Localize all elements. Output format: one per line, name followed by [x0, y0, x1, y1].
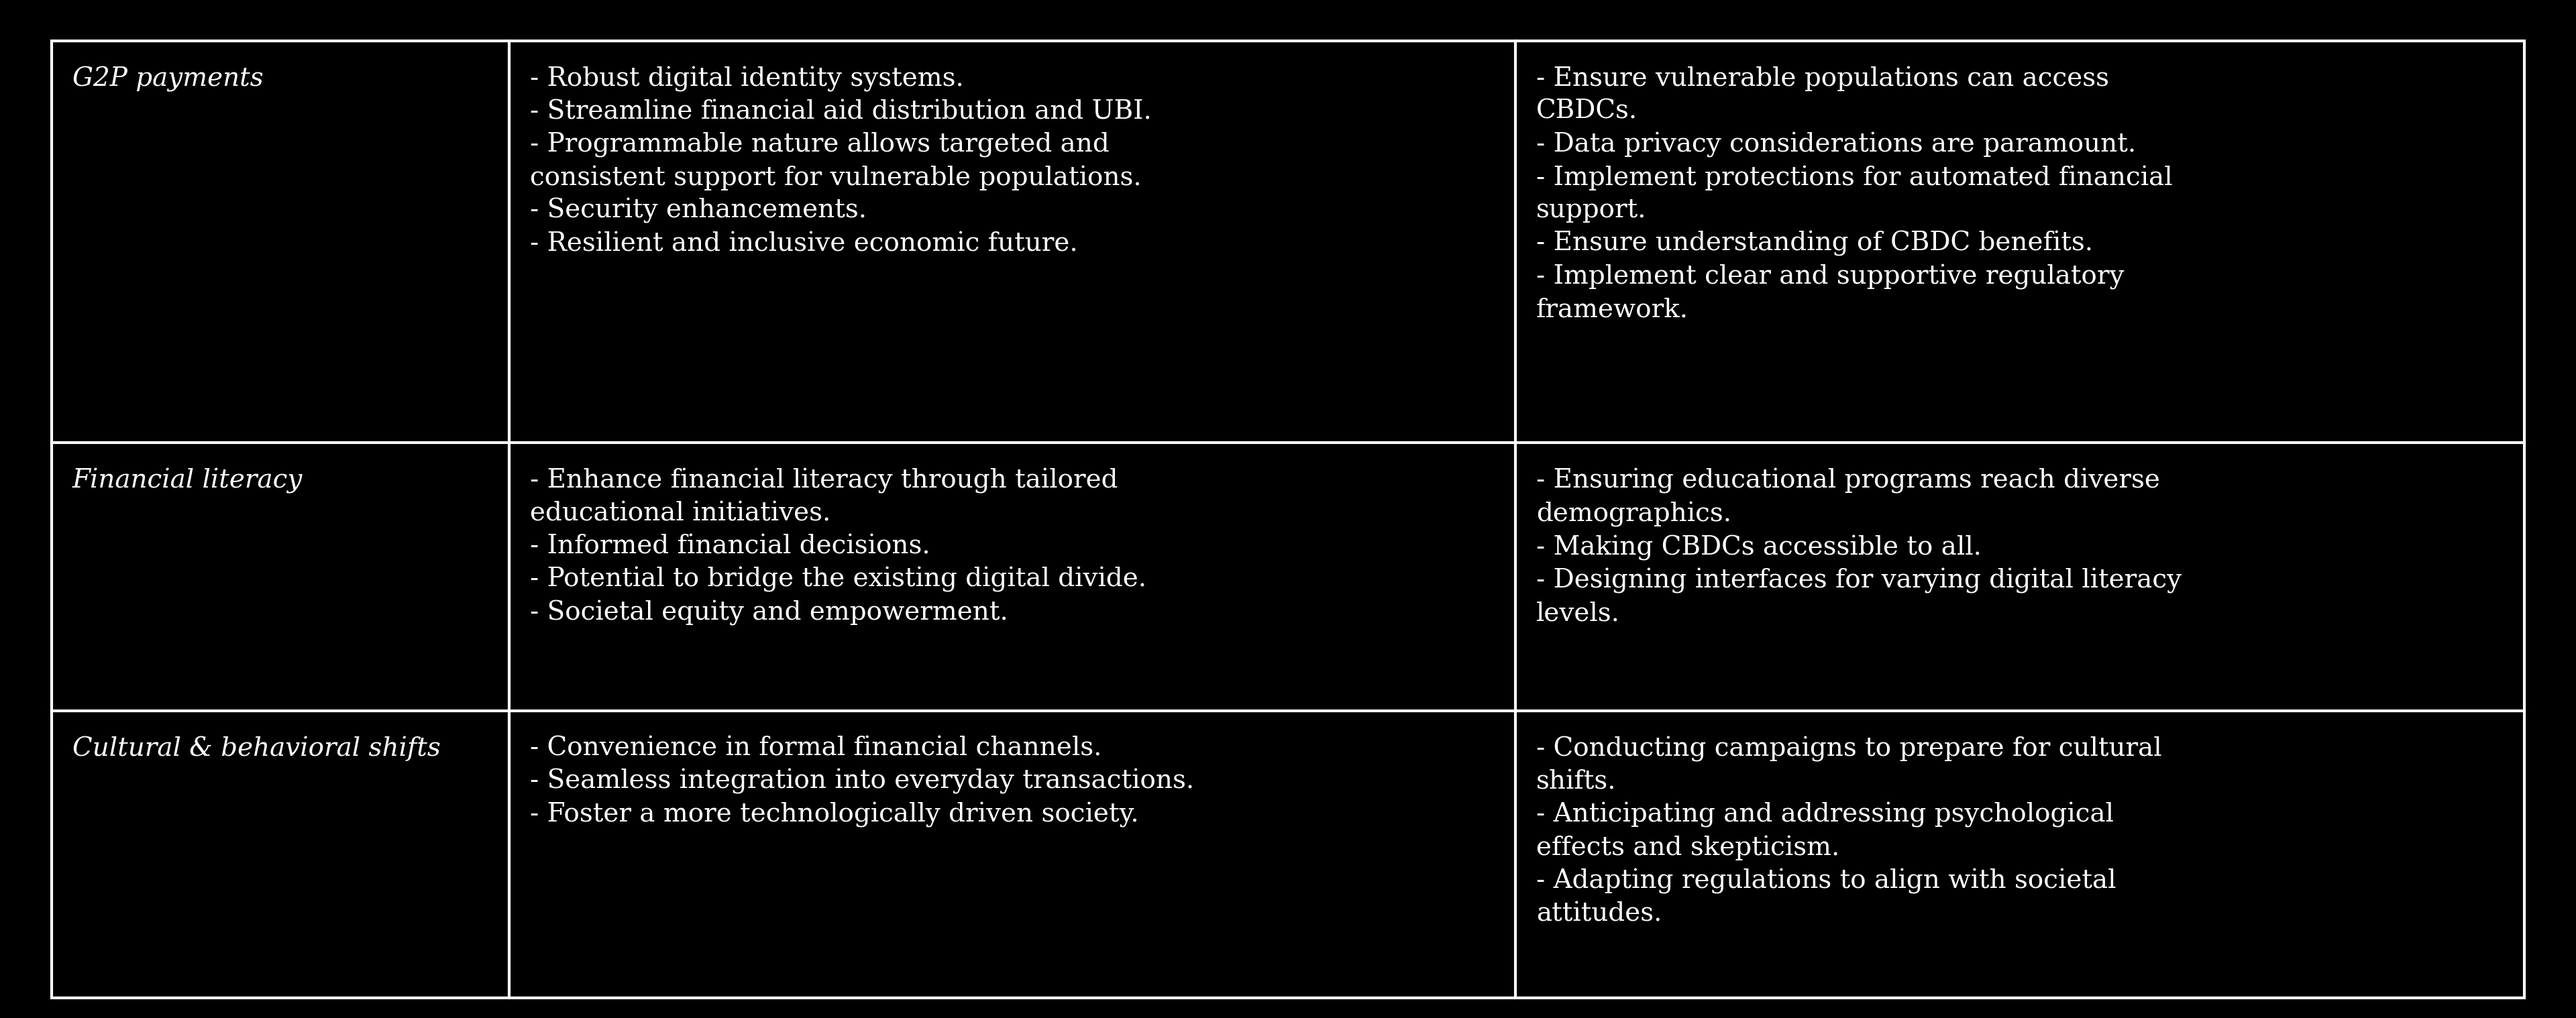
Text: - Robust digital identity systems.
- Streamline financial aid distribution and U: - Robust digital identity systems. - Str…	[531, 66, 1151, 257]
Text: Financial literacy: Financial literacy	[72, 468, 301, 494]
Text: - Enhance financial literacy through tailored
educational initiatives.
- Informe: - Enhance financial literacy through tai…	[531, 468, 1146, 625]
Text: - Ensure vulnerable populations can access
CBDCs.
- Data privacy considerations : - Ensure vulnerable populations can acce…	[1535, 66, 2172, 323]
Text: - Convenience in formal financial channels.
- Seamless integration into everyday: - Convenience in formal financial channe…	[531, 736, 1193, 828]
Text: - Ensuring educational programs reach diverse
demographics.
- Making CBDCs acces: - Ensuring educational programs reach di…	[1535, 468, 2182, 626]
Text: Cultural & behavioral shifts: Cultural & behavioral shifts	[72, 736, 440, 761]
Text: G2P payments: G2P payments	[72, 66, 263, 92]
Text: - Conducting campaigns to prepare for cultural
shifts.
- Anticipating and addres: - Conducting campaigns to prepare for cu…	[1535, 736, 2161, 926]
